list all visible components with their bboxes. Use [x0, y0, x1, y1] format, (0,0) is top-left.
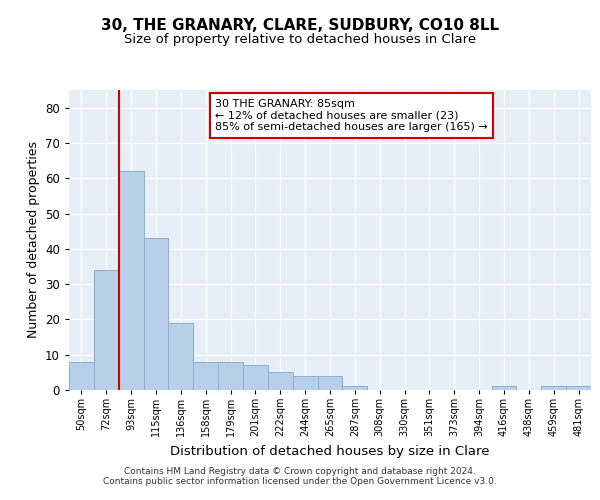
- Bar: [94, 270, 119, 390]
- Bar: [293, 376, 317, 390]
- Bar: [317, 376, 343, 390]
- Bar: [143, 238, 169, 390]
- Bar: [218, 362, 243, 390]
- X-axis label: Distribution of detached houses by size in Clare: Distribution of detached houses by size …: [170, 445, 490, 458]
- Text: Size of property relative to detached houses in Clare: Size of property relative to detached ho…: [124, 32, 476, 46]
- Y-axis label: Number of detached properties: Number of detached properties: [26, 142, 40, 338]
- Bar: [566, 386, 591, 390]
- Bar: [491, 386, 517, 390]
- Bar: [268, 372, 293, 390]
- Text: 30, THE GRANARY, CLARE, SUDBURY, CO10 8LL: 30, THE GRANARY, CLARE, SUDBURY, CO10 8L…: [101, 18, 499, 32]
- Bar: [243, 366, 268, 390]
- Bar: [541, 386, 566, 390]
- Bar: [343, 386, 367, 390]
- Text: Contains public sector information licensed under the Open Government Licence v3: Contains public sector information licen…: [103, 477, 497, 486]
- Bar: [119, 171, 143, 390]
- Bar: [193, 362, 218, 390]
- Text: 30 THE GRANARY: 85sqm
← 12% of detached houses are smaller (23)
85% of semi-deta: 30 THE GRANARY: 85sqm ← 12% of detached …: [215, 99, 488, 132]
- Bar: [69, 362, 94, 390]
- Bar: [169, 323, 193, 390]
- Text: Contains HM Land Registry data © Crown copyright and database right 2024.: Contains HM Land Registry data © Crown c…: [124, 467, 476, 476]
